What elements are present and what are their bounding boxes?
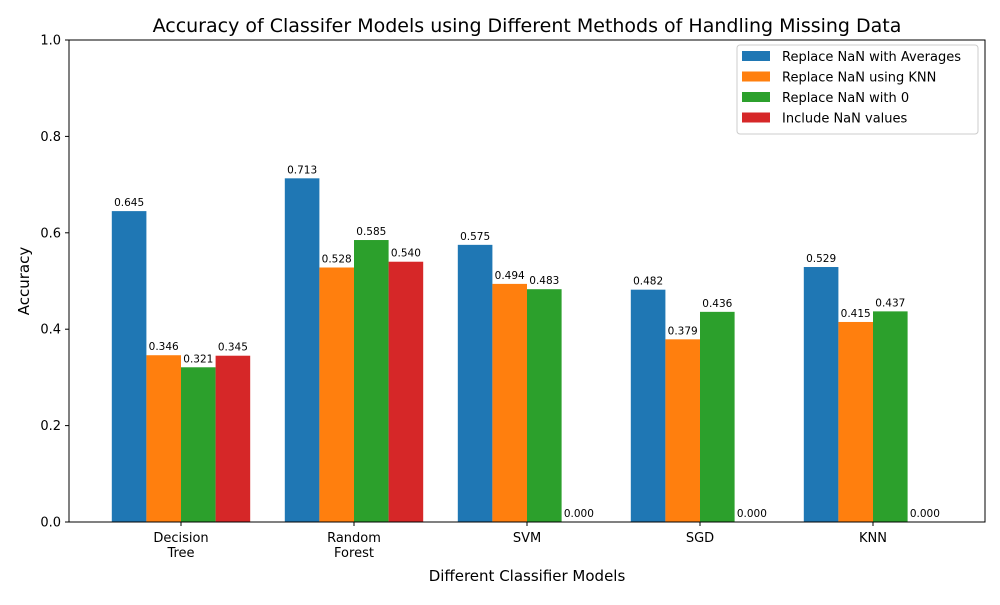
data-label-1-3: 0.379 [668, 325, 698, 337]
bars-layer [111, 178, 908, 523]
data-label-1-0: 0.346 [149, 341, 179, 353]
legend-label-1: Replace NaN using KNN [782, 71, 936, 86]
bar-2-0 [181, 367, 216, 522]
data-label-3-1: 0.540 [391, 248, 421, 260]
y-tick-label-4: 0.8 [40, 130, 61, 145]
bar-1-1 [319, 267, 354, 522]
data-label-2-3: 0.436 [702, 298, 732, 310]
x-tick-label-1: Random Forest [327, 531, 381, 561]
bar-2-1 [354, 240, 389, 522]
legend-swatch-3 [742, 112, 770, 123]
bar-0-0 [111, 211, 147, 523]
bar-2-3 [700, 311, 735, 522]
data-label-0-1: 0.713 [287, 164, 317, 176]
data-label-0-3: 0.482 [633, 276, 663, 288]
data-label-1-4: 0.415 [841, 308, 871, 320]
bar-3-0 [215, 355, 251, 522]
bar-2-2 [527, 289, 562, 522]
data-label-2-2: 0.483 [529, 275, 559, 287]
y-tick-label-3: 0.6 [40, 226, 61, 241]
data-label-0-0: 0.645 [114, 197, 144, 209]
bar-0-1 [284, 178, 320, 522]
data-label-3-2: 0.000 [564, 508, 594, 520]
chart-title: Accuracy of Classifer Models using Diffe… [153, 15, 902, 37]
legend-label-2: Replace NaN with 0 [782, 91, 909, 106]
legend-box [736, 44, 979, 135]
data-label-0-2: 0.575 [460, 231, 490, 243]
legend-swatch-0 [742, 51, 770, 61]
y-tick-label-0: 0.0 [40, 516, 61, 531]
x-tick-label-4: KNN [859, 531, 887, 546]
bar-0-2 [457, 244, 493, 522]
x-axis-label: Different Classifier Models [429, 567, 626, 585]
bar-1-2 [492, 283, 527, 522]
legend-swatch-1 [742, 71, 770, 82]
y-tick-label-1: 0.2 [40, 419, 61, 434]
legend-label-0: Replace NaN with Averages [782, 50, 961, 65]
data-label-0-4: 0.529 [806, 253, 836, 265]
data-label-2-0: 0.321 [183, 353, 213, 365]
bar-2-4 [873, 311, 908, 522]
data-label-1-2: 0.494 [495, 270, 525, 282]
bar-1-3 [665, 339, 700, 522]
legend: Replace NaN with Averages Replace NaN usi… [736, 44, 979, 135]
data-labels-layer: 0.645 0.713 0.575 0.482 0.529 0.346 0.528 0.494… [114, 164, 940, 520]
y-axis-label: Accuracy [15, 247, 33, 316]
data-label-3-4: 0.000 [910, 508, 940, 520]
y-tick-label-2: 0.4 [40, 323, 61, 338]
bar-3-1 [388, 261, 424, 522]
bar-1-4 [838, 321, 873, 522]
x-tick-label-0: Decision Tree [153, 531, 208, 561]
data-label-3-0: 0.345 [218, 342, 248, 354]
data-label-1-1: 0.528 [322, 254, 352, 266]
y-tick-label-5: 1.0 [40, 34, 61, 49]
x-tick-label-3: SGD [686, 531, 714, 546]
data-label-2-4: 0.437 [875, 297, 905, 309]
bar-0-3 [630, 289, 666, 522]
data-label-3-3: 0.000 [737, 508, 767, 520]
x-tick-label-2: SVM [513, 531, 541, 546]
data-label-2-1: 0.585 [356, 226, 386, 238]
bar-1-0 [146, 355, 181, 522]
legend-swatch-2 [742, 92, 770, 102]
bar-0-4 [803, 267, 839, 522]
axes-layer: 0.0 0.2 0.4 0.6 0.8 1.0 Decision Tree Random Fore… [40, 34, 986, 561]
legend-label-3: Include NaN values [782, 112, 908, 127]
